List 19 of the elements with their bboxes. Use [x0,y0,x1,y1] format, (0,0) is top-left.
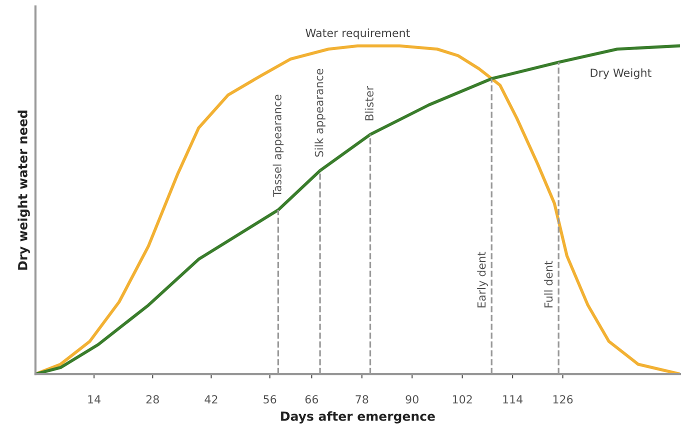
x-tick-label: 42 [204,395,218,404]
ref-line-label: Full dent [544,260,553,308]
ref-line-label: Silk appearance [314,68,326,157]
series-label: Dry Weight [590,68,652,80]
y-axis-title: Dry weight water need [18,110,30,270]
x-tick-label: 56 [264,395,276,404]
x-tick-label: 90 [406,395,418,404]
x-tick-label: 102 [452,395,472,404]
x-axis-title: Days after emergence [281,411,435,424]
x-tick-label: 126 [553,395,573,404]
ref-line-label: Tassel appearance [272,94,284,197]
x-tick-label: 14 [88,395,100,404]
x-tick-label: 78 [356,395,368,404]
series-label: Water requirement [306,28,410,40]
ref-line-label: Blister [364,86,374,120]
x-tick-label: 28 [146,395,159,404]
x-tick-label: 66 [305,395,318,404]
x-tick-label: 114 [503,395,523,404]
ref-line-label: Early dent [477,252,488,308]
